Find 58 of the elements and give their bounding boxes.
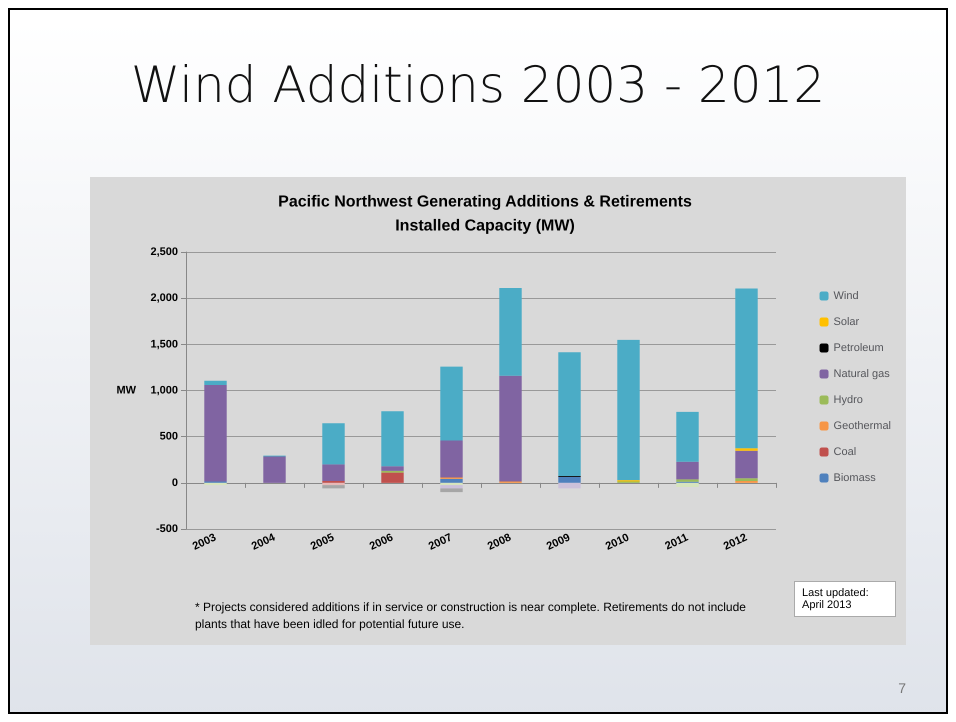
legend-label: Natural gas [834, 368, 890, 380]
chart-title: Wind Additions 2003 - 2012 [130, 55, 826, 116]
x-tick-label: 2008 [486, 532, 514, 553]
y-tick-label: -500 [156, 523, 178, 535]
y-tick-label: 500 [160, 430, 178, 443]
legend-label: Hydro [834, 394, 863, 406]
bar [499, 288, 522, 376]
text: 7 [898, 680, 906, 696]
x-tick-label: 2011 [663, 532, 690, 553]
y-tick-label: 2,500 [150, 246, 178, 258]
legend-label: Coal [834, 446, 856, 458]
bar [735, 448, 758, 451]
bar [440, 488, 463, 492]
bar [440, 478, 463, 483]
legend-label: Wind [834, 290, 859, 302]
y-tick-label: 1,000 [150, 384, 178, 396]
bar [676, 462, 699, 480]
bar [322, 464, 345, 481]
x-tick-label: 2009 [544, 532, 572, 553]
legend-label: Petroleum [834, 342, 884, 354]
bar [735, 288, 758, 448]
x-tick-label: 2012 [722, 532, 750, 553]
bar [381, 466, 404, 471]
bar [558, 476, 581, 483]
bar [381, 411, 404, 466]
y-tick-label: 0 [172, 476, 178, 489]
text: * Projects considered additions if in service or construction is near complete. Retirements do not include plants that have been idled for potential future use. [195, 599, 747, 633]
x-tick-label: 2006 [368, 532, 396, 553]
bar [676, 412, 699, 462]
bar [204, 384, 227, 482]
bar [322, 423, 345, 464]
x-tick-label: 2004 [250, 531, 278, 553]
legend-label: Biomass [834, 472, 876, 484]
bar [735, 478, 758, 481]
legend-label: Solar [834, 316, 860, 328]
x-tick-label: 2010 [604, 532, 632, 553]
y-tick-label: 1,500 [150, 338, 178, 350]
chart-subtitle: Pacific Northwest Generating Additions & Retirements Installed Capacity (MW) [278, 194, 692, 234]
text: Last updated: April 2013 [794, 581, 896, 617]
bar [617, 340, 640, 480]
bar [381, 472, 404, 483]
bar [499, 376, 522, 482]
bar [558, 352, 581, 476]
bar [263, 456, 286, 483]
x-tick-label: 2005 [308, 532, 336, 553]
bar [676, 482, 699, 487]
y-axis-title: MW [116, 384, 137, 396]
bar [440, 366, 463, 441]
bar [322, 485, 345, 488]
bar [558, 482, 581, 488]
bar [735, 450, 758, 478]
bar [440, 440, 463, 478]
bar [204, 380, 227, 385]
x-tick-label: 2007 [426, 532, 454, 553]
x-tick-label: 2003 [190, 532, 218, 553]
bar [440, 485, 463, 488]
legend-label: Geothermal [834, 420, 892, 432]
y-tick-label: 2,000 [150, 292, 178, 304]
